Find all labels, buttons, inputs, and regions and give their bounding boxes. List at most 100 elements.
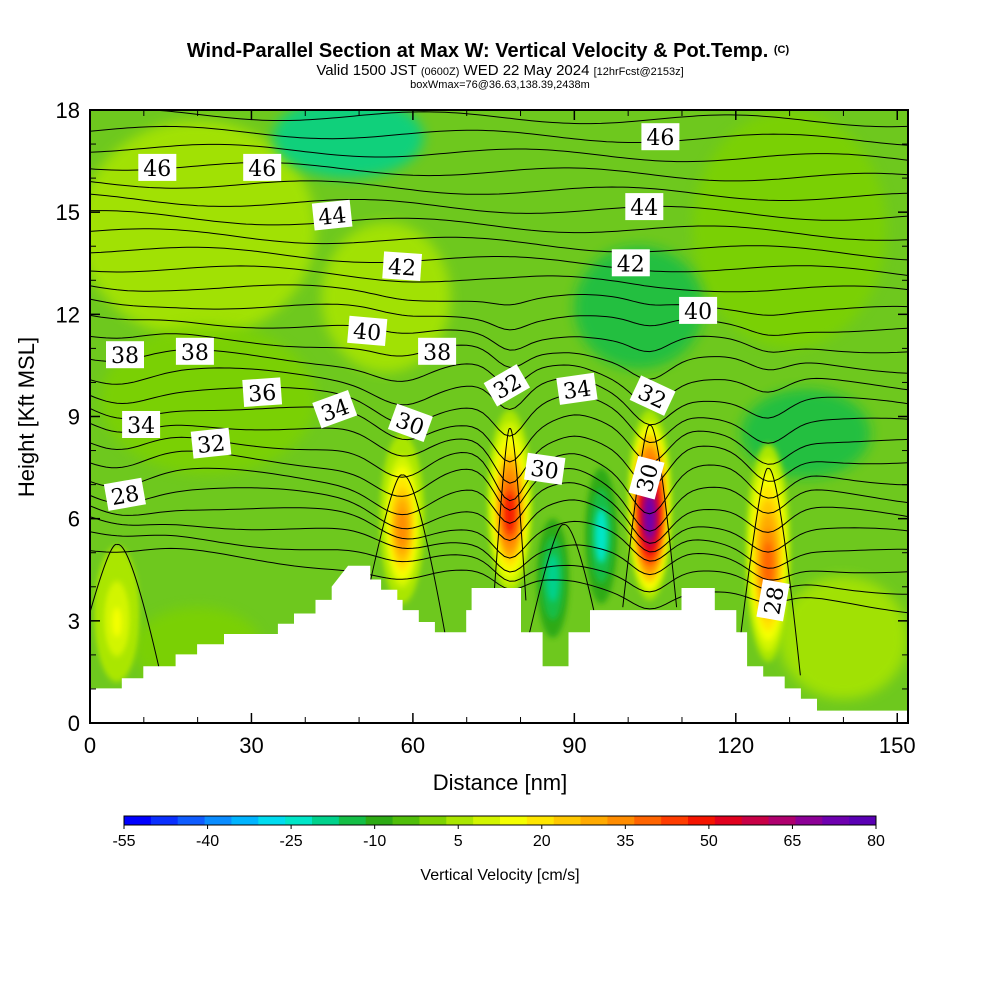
dark-green-patch [574,246,704,369]
isentrope-label-text: 38 [423,341,451,366]
isentrope-label: 32 [190,427,232,459]
x-tick-label: 0 [84,733,96,758]
downdraft-0 [594,508,608,563]
x-tick-label: 60 [401,733,425,758]
colorbar-swatch [392,816,420,825]
label-box [556,372,598,405]
colorbar-swatch [822,816,850,825]
colorbar-swatch [150,816,179,825]
isentrope-line [90,125,908,146]
label-box [641,123,680,151]
isentrope-line [90,284,908,316]
label-box [242,377,283,407]
colorbar-swatch [553,816,582,825]
isentrope-line [509,428,527,601]
colorbar-tick-label: 5 [454,833,463,850]
label-box [625,193,664,221]
colorbar: -55 -40 -25 -10 5 20 35 50 65 80 [112,815,885,850]
isentrope-line [90,193,908,221]
isentrope-label: 40 [347,315,388,347]
isentrope-line [90,314,908,354]
box-info: boxWmax=76@36.63,138.39,2438m [410,79,590,91]
label-box [106,341,144,369]
updraft-3 [644,495,655,538]
updraft-0 [112,607,122,638]
x-tick-label: 30 [239,733,263,758]
isentrope-line [90,210,908,241]
x-tick-label: 150 [879,733,916,758]
isentrope-line [735,468,769,676]
colorbar-frame [123,815,877,826]
isentrope-line [493,428,511,601]
isentrope-label-text: 44 [317,203,347,231]
label-box [418,337,457,365]
label-box [347,315,388,347]
isentrope-label: 44 [625,193,664,221]
isentrope-label: 46 [641,123,680,151]
label-box [679,296,718,324]
isentrope-line [90,110,908,128]
colorbar-swatch [768,816,796,825]
isentrope-label-text: 28 [109,482,141,511]
colorbar-swatch [741,816,770,825]
colorbar-swatch [177,816,206,825]
x-axis-label: Distance [nm] [433,770,568,795]
label-box [190,427,232,459]
isentrope-label: 30 [524,452,566,485]
isentrope-label-text: 44 [630,196,658,221]
colorbar-swatch [312,816,340,825]
isentrope-line [90,92,908,108]
colorbar-swatch [473,816,501,825]
x-tick-label: 120 [717,733,754,758]
colorbar-swatch [634,816,662,825]
colorbar-swatch [688,816,716,825]
light-green-patch [778,576,908,700]
label-box [243,153,282,181]
isentrope-label: 44 [311,199,353,231]
cyan-green-patch [272,110,424,179]
isentrope-label-text: 38 [181,341,209,366]
isentrope-label-text: 42 [617,252,645,277]
label-box [382,251,423,281]
colorbar-tick-label: 50 [700,833,718,850]
y-axis-label: Height [Kft MSL] [14,337,39,497]
isentrope-label: 34 [556,372,598,405]
isentrope-label-text: 38 [111,344,139,369]
isentrope-label-text: 40 [684,300,712,325]
light-green-patch [692,110,887,349]
isentrope-label-text: 40 [352,319,382,346]
isentrope-label: 40 [679,296,718,325]
isentrope-label: 28 [756,579,790,622]
colorbar-title: Vertical Velocity [cm/s] [420,867,579,884]
isentrope-label-text: 34 [127,414,155,439]
colorbar-swatch [285,816,313,825]
terrain [90,565,908,723]
colorbar-swatch [419,816,447,825]
chart-title: Wind-Parallel Section at Max W: Vertical… [187,40,790,62]
label-box [122,411,161,438]
isentrope-label-text: 36 [247,381,277,408]
colorbar-tick-label: -40 [196,833,219,850]
colorbar-swatch [580,816,608,825]
isentrope-label-text: 30 [529,456,560,485]
isentrope-line [116,544,161,673]
y-tick-label: 18 [56,98,80,123]
colorbar-swatch [714,816,743,825]
y-tick-label: 12 [56,302,80,327]
colorbar-swatch [446,816,474,825]
label-box [483,364,531,407]
colorbar-tick-label: 65 [784,833,802,850]
isentrope-line [90,467,908,544]
colorbar-tick-label: -55 [112,833,135,850]
isentrope-line [90,180,908,201]
updraft-4 [763,541,773,590]
isentrope-label-text: 34 [562,376,593,405]
colorbar-tick-label: 35 [616,833,634,850]
x-tick-label: 90 [562,733,586,758]
colorbar-swatch [258,816,286,825]
isentrope-label: 28 [103,477,146,511]
isentrope-label-text: 46 [646,126,674,151]
colorbar-swatch [204,816,232,825]
isentrope-line [90,505,908,569]
valid-time: Valid 1500 JST (0600Z) WED 22 May 2024 [… [316,62,683,79]
